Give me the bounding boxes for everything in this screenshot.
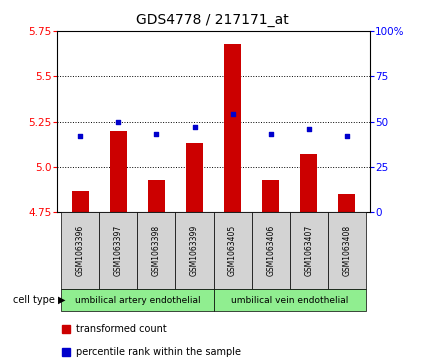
Text: GDS4778 / 217171_at: GDS4778 / 217171_at <box>136 13 289 27</box>
Bar <box>186 143 203 212</box>
Bar <box>300 154 317 212</box>
Bar <box>224 44 241 212</box>
Bar <box>338 194 355 212</box>
Point <box>77 133 84 139</box>
Bar <box>214 289 366 311</box>
Bar <box>328 212 366 289</box>
Bar <box>148 180 165 212</box>
Point <box>153 131 160 137</box>
Text: umbilical vein endothelial: umbilical vein endothelial <box>231 295 348 305</box>
Text: GSM1063406: GSM1063406 <box>266 225 275 276</box>
Bar <box>110 131 127 212</box>
Text: cell type: cell type <box>13 295 55 305</box>
Bar <box>61 212 99 289</box>
Text: GSM1063405: GSM1063405 <box>228 225 237 276</box>
Bar <box>214 212 252 289</box>
Text: ▶: ▶ <box>58 295 66 305</box>
Bar <box>262 180 279 212</box>
Point <box>229 111 236 117</box>
Text: GSM1063398: GSM1063398 <box>152 225 161 276</box>
Bar <box>290 212 328 289</box>
Point <box>343 133 350 139</box>
Text: GSM1063399: GSM1063399 <box>190 225 199 276</box>
Bar <box>252 212 290 289</box>
Bar <box>72 191 89 212</box>
Point <box>115 119 122 125</box>
Text: transformed count: transformed count <box>76 323 167 334</box>
Point <box>191 124 198 130</box>
Text: percentile rank within the sample: percentile rank within the sample <box>76 347 241 357</box>
Point <box>267 131 274 137</box>
Text: GSM1063396: GSM1063396 <box>76 225 85 276</box>
Point <box>306 126 312 132</box>
Bar <box>137 212 176 289</box>
Bar <box>99 212 137 289</box>
Bar <box>61 289 214 311</box>
Text: GSM1063397: GSM1063397 <box>114 225 123 276</box>
Text: GSM1063407: GSM1063407 <box>304 225 313 276</box>
Text: GSM1063408: GSM1063408 <box>343 225 351 276</box>
Text: umbilical artery endothelial: umbilical artery endothelial <box>74 295 200 305</box>
Bar <box>176 212 214 289</box>
